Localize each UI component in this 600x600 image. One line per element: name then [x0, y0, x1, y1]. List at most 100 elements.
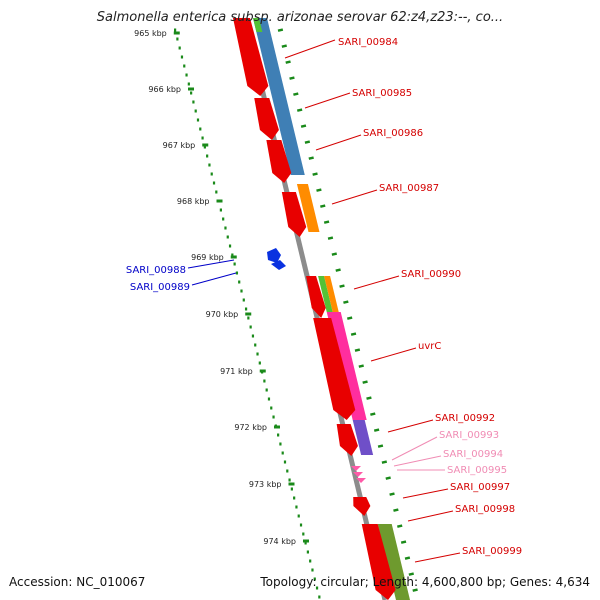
strand-dot [293, 92, 299, 96]
gene-label: SARI_00986 [363, 128, 423, 139]
label-leader-line [353, 275, 400, 290]
tick-dot [306, 550, 309, 554]
feature-block-blue [253, 18, 286, 95]
tick-dot [194, 109, 197, 113]
feature-block-olive [377, 524, 410, 600]
gene-arrow-red [233, 18, 269, 96]
gene-labels: SARI_00984 SARI_00985 SARI_00986 SARI_00987… [126, 37, 522, 563]
tick-dot [313, 577, 316, 581]
strand-dot [400, 540, 407, 544]
tick-dot [297, 514, 300, 518]
strand-dot [308, 156, 314, 160]
tick-dot [190, 91, 193, 95]
tick-dot [290, 487, 293, 491]
strand-dot [362, 380, 368, 384]
gene-label: SARI_00987 [379, 183, 439, 194]
tick-label: 972 kbp [234, 423, 267, 432]
tick-label: 967 kbp [163, 141, 196, 150]
strand-dot [289, 76, 295, 80]
strand-dot [281, 44, 288, 48]
tick-dot [283, 460, 287, 464]
gene-chevron-pink [351, 466, 361, 471]
tick-dot [242, 298, 245, 302]
strand-dot [335, 268, 341, 272]
gene-label: SARI_00997 [450, 482, 510, 493]
strand-dot [316, 188, 322, 192]
gene-label: SARI_00989 [130, 282, 190, 293]
tick-dot [251, 334, 255, 338]
tick-dot [263, 379, 266, 383]
label-leader-line [370, 347, 417, 362]
strand-dot [320, 204, 326, 208]
feature-block-blue [271, 95, 305, 175]
tick-dot [233, 262, 236, 266]
gene-label: SARI_00984 [338, 37, 398, 48]
tick-dot [258, 361, 261, 365]
tick-dot [295, 505, 298, 509]
scale-ticks: 965 kbp 966 kbp 967 kbp 968 kbp 969 kbp 970 k… [134, 29, 309, 546]
gene-label: SARI_00994 [443, 449, 503, 460]
tick-dot [256, 352, 259, 356]
tick-dot [199, 127, 202, 131]
strand-dot [358, 364, 364, 368]
tick-dot [212, 181, 216, 185]
summary-text: Topology: circular; Length: 4,600,800 bp… [259, 575, 590, 589]
gene-label: SARI_00990 [401, 269, 461, 280]
tick-dot [254, 343, 257, 347]
strand-dot [343, 300, 349, 304]
gene-arrow-red [313, 318, 356, 420]
tick-dot [206, 154, 209, 158]
strand-dot [300, 124, 307, 128]
tick-dot [228, 244, 232, 248]
strand-dot [373, 428, 380, 432]
label-leader-line [407, 510, 454, 522]
strand-dot [327, 236, 334, 240]
tick-dot [215, 190, 218, 194]
strand-dot [385, 476, 391, 480]
tick-dot [281, 451, 284, 455]
tick-dot [315, 586, 319, 590]
feature-block-orange [296, 184, 320, 232]
gene-arrow-red [336, 424, 358, 456]
feature-block-purple [352, 420, 374, 455]
tick-dot [304, 541, 307, 545]
strand-dot [296, 108, 303, 112]
gene-arrow-blue [271, 260, 286, 270]
gene-arrow-red [306, 276, 326, 318]
accession-text: Accession: NC_010067 [9, 575, 145, 589]
tick-dot [208, 163, 211, 167]
tick-dot [302, 532, 305, 536]
gene-label: SARI_00993 [439, 430, 499, 441]
label-leader-line [191, 272, 237, 286]
strand-dot [285, 60, 291, 64]
sequence-title: Salmonella enterica subsp. arizonae sero… [97, 10, 503, 25]
tick-dot [180, 55, 184, 59]
tick-dot [286, 469, 289, 473]
gene-arrow-red [266, 140, 292, 183]
strand-dot [346, 316, 353, 320]
gene-arrow-red [254, 98, 279, 140]
label-leader-line [402, 488, 449, 499]
tick-dot [267, 397, 271, 401]
tick-mark [288, 482, 295, 486]
tick-label: 966 kbp [148, 85, 181, 94]
label-leader-line [391, 436, 438, 461]
strand-dot [277, 28, 284, 32]
tick-label: 968 kbp [177, 197, 210, 206]
gene-arrow-red [361, 524, 396, 600]
tick-dot [240, 289, 243, 293]
label-leader-line [331, 189, 378, 205]
tick-label: 965 kbp [134, 29, 167, 38]
tick-dot [178, 46, 181, 50]
genome-track [174, 17, 418, 600]
feature-block-green [318, 276, 333, 312]
strand-dot [393, 508, 399, 512]
tick-mark [173, 31, 180, 35]
strand-dot [323, 220, 330, 224]
strand-dot [381, 460, 388, 464]
tick-dot [247, 316, 250, 320]
tick-mark [245, 312, 252, 316]
tick-dot [176, 37, 179, 41]
strand-dot [370, 412, 376, 416]
tick-dot [185, 73, 188, 77]
